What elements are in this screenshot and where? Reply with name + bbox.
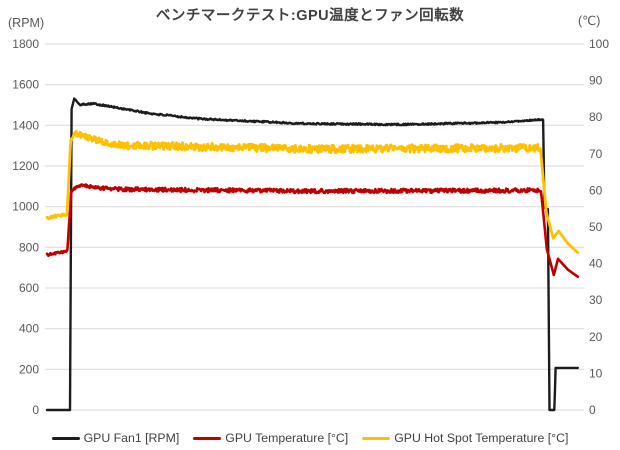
left-axis-tick-label: 1800 (12, 37, 39, 51)
legend-line-swatch-red (193, 436, 222, 440)
right-axis-tick-label: 30 (589, 293, 603, 307)
legend-label: GPU Temperature [°C] (225, 431, 349, 445)
left-axis-tick-label: 1200 (12, 159, 39, 173)
legend-item-gpu-fan: GPU Fan1 [RPM] (51, 431, 180, 445)
right-axis-tick-label: 100 (589, 37, 609, 51)
right-axis-tick-label: 10 (589, 366, 603, 380)
left-axis-tick-label: 1000 (12, 200, 39, 214)
right-axis-unit-label: (℃) (578, 14, 601, 28)
right-axis-tick-label: 20 (589, 330, 603, 344)
series-line-1 (45, 183, 580, 279)
left-axis-tick-label: 1600 (12, 78, 39, 92)
right-axis-tick-label: 50 (589, 220, 603, 234)
legend: GPU Fan1 [RPM] GPU Temperature [°C] GPU … (0, 431, 620, 445)
series-line-2 (45, 129, 580, 254)
legend-label: GPU Fan1 [RPM] (83, 431, 180, 445)
series-line-0 (45, 97, 579, 412)
right-axis-tick-label: 60 (589, 183, 603, 197)
legend-item-gpu-temperature: GPU Temperature [°C] (193, 431, 348, 445)
legend-line-swatch-gold (362, 436, 391, 440)
legend-label: GPU Hot Spot Temperature [°C] (394, 431, 569, 445)
right-axis-tick-label: 90 (589, 74, 603, 88)
left-axis-tick-label: 600 (19, 281, 39, 295)
right-axis-tick-label: 70 (589, 147, 603, 161)
left-axis-tick-label: 400 (19, 322, 39, 336)
left-axis-tick-label: 0 (32, 403, 39, 417)
right-axis-tick-label: 40 (589, 257, 603, 271)
left-axis-tick-label: 800 (19, 240, 39, 254)
right-axis-tick-label: 0 (589, 403, 596, 417)
legend-line-swatch-black (51, 436, 80, 440)
right-axis-tick-label: 80 (589, 110, 603, 124)
left-axis-tick-label: 1400 (12, 118, 39, 132)
left-axis-tick-label: 200 (19, 362, 39, 376)
left-axis-unit-label: (RPM) (8, 16, 45, 30)
legend-item-gpu-hotspot-temperature: GPU Hot Spot Temperature [°C] (362, 431, 568, 445)
chart-title: ベンチマークテスト:GPU温度とファン回転数 (155, 8, 465, 24)
